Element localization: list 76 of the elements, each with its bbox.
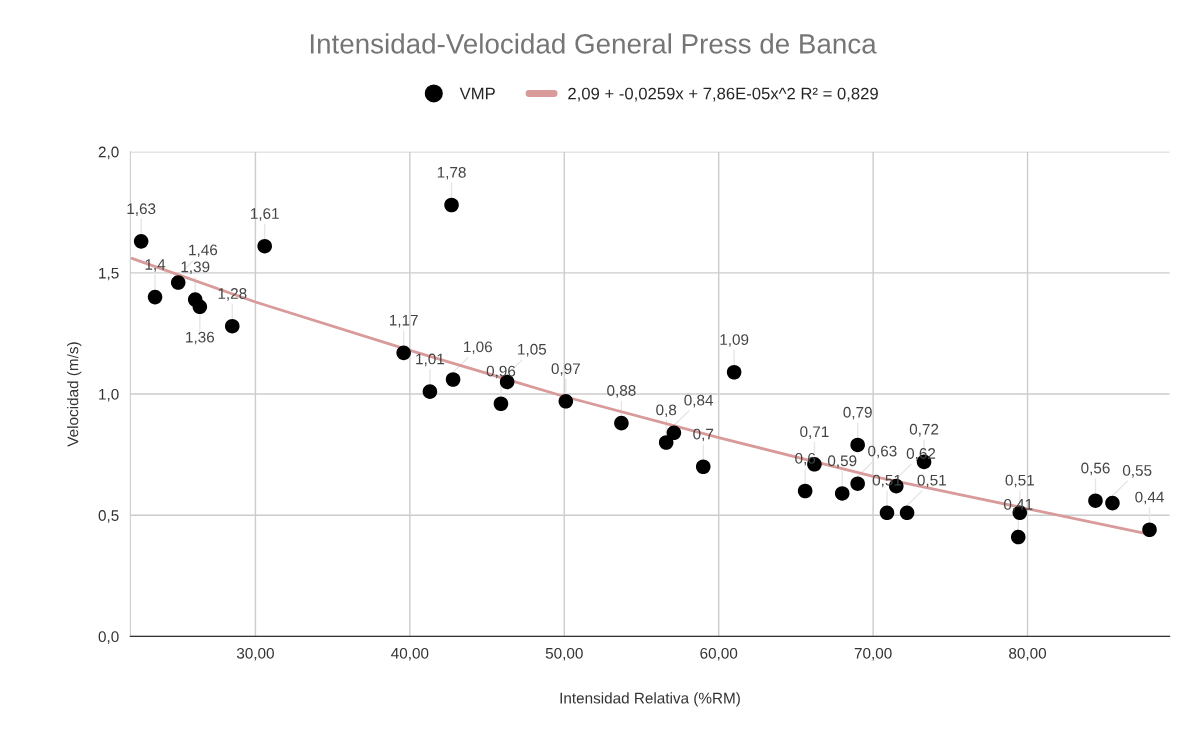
point bbox=[850, 437, 865, 453]
data-label: 0,72 bbox=[909, 423, 939, 437]
point bbox=[879, 505, 895, 521]
y-tick-label: 0,0 bbox=[98, 631, 119, 644]
point bbox=[834, 486, 850, 501]
y-tick-label: 2,0 bbox=[98, 146, 119, 160]
data-label: 0,51 bbox=[872, 474, 902, 488]
chart-title: Intensidad-Velocidad General Press de Banca bbox=[310, 33, 877, 54]
point bbox=[147, 289, 163, 305]
x-axis-title: Intensidad Relativa (%RM) bbox=[560, 692, 740, 707]
data-label: 1,46 bbox=[189, 244, 218, 258]
data-label: 0,84 bbox=[684, 394, 714, 408]
point bbox=[170, 275, 186, 290]
data-label: 1,01 bbox=[416, 353, 445, 367]
data-label: 0,62 bbox=[906, 448, 936, 461]
y-axis-title: Velocidad (m/s) bbox=[67, 342, 82, 447]
legend-label: 2,09 + -0,0259x + 7,86E-05x^2 R² = 0,829 bbox=[568, 87, 878, 102]
data-label: 1,05 bbox=[518, 343, 547, 357]
data-label: 0,55 bbox=[1122, 465, 1152, 478]
point bbox=[614, 415, 629, 431]
data-label: 0,56 bbox=[1081, 462, 1110, 476]
data-label: 1,28 bbox=[218, 288, 247, 301]
point bbox=[726, 364, 742, 380]
point bbox=[1088, 493, 1103, 508]
point bbox=[1105, 495, 1120, 511]
data-label: 1,09 bbox=[720, 334, 749, 347]
point bbox=[257, 238, 272, 254]
point bbox=[1142, 522, 1157, 538]
data-label: 0,63 bbox=[868, 445, 897, 459]
data-label: 0,59 bbox=[827, 455, 857, 468]
point bbox=[133, 234, 149, 249]
point bbox=[797, 483, 813, 499]
point bbox=[192, 299, 208, 315]
data-label: 0,96 bbox=[486, 365, 516, 379]
point bbox=[695, 459, 711, 475]
x-tick-label: 30,00 bbox=[236, 647, 274, 661]
data-label: 0,6 bbox=[795, 452, 816, 466]
point bbox=[850, 476, 865, 491]
data-label: 1,17 bbox=[389, 314, 418, 328]
y-tick-label: 0,5 bbox=[98, 510, 119, 523]
data-label: 0,41 bbox=[1003, 498, 1033, 512]
data-label: 1,39 bbox=[181, 261, 210, 275]
x-tick-label: 60,00 bbox=[700, 647, 738, 661]
y-tick-label: 1,5 bbox=[99, 267, 119, 281]
data-label: 0,71 bbox=[800, 426, 829, 439]
legend-label: VMP bbox=[459, 87, 495, 100]
data-label: 1,78 bbox=[437, 166, 466, 180]
x-tick-label: 70,00 bbox=[854, 647, 892, 661]
point bbox=[396, 345, 411, 361]
point bbox=[1010, 529, 1026, 545]
x-tick-label: 80,00 bbox=[1009, 647, 1047, 661]
data-label: 1,4 bbox=[145, 259, 166, 272]
data-label: 0,97 bbox=[551, 363, 580, 376]
data-label: 0,88 bbox=[607, 385, 636, 398]
data-label: 0,44 bbox=[1135, 491, 1164, 505]
data-label: 1,06 bbox=[464, 341, 492, 355]
data-label: 1,36 bbox=[186, 331, 215, 345]
data-label: 0,8 bbox=[656, 404, 677, 418]
point bbox=[445, 372, 461, 387]
point bbox=[444, 197, 459, 213]
x-tick-label: 50,00 bbox=[545, 647, 583, 661]
data-label: 1,63 bbox=[127, 203, 156, 216]
data-label: 0,79 bbox=[843, 406, 872, 420]
data-label: 0,51 bbox=[917, 474, 946, 488]
x-tick-label: 40,00 bbox=[391, 647, 429, 661]
data-label: 0,7 bbox=[693, 428, 714, 442]
point bbox=[558, 394, 574, 409]
point bbox=[658, 435, 674, 450]
data-label: 0,51 bbox=[1005, 474, 1034, 488]
point bbox=[899, 505, 915, 521]
point bbox=[224, 318, 240, 334]
data-label: 1,61 bbox=[250, 208, 279, 221]
y-tick-label: 1,0 bbox=[99, 388, 119, 402]
point bbox=[422, 384, 438, 399]
point bbox=[666, 425, 682, 441]
point bbox=[493, 396, 509, 412]
